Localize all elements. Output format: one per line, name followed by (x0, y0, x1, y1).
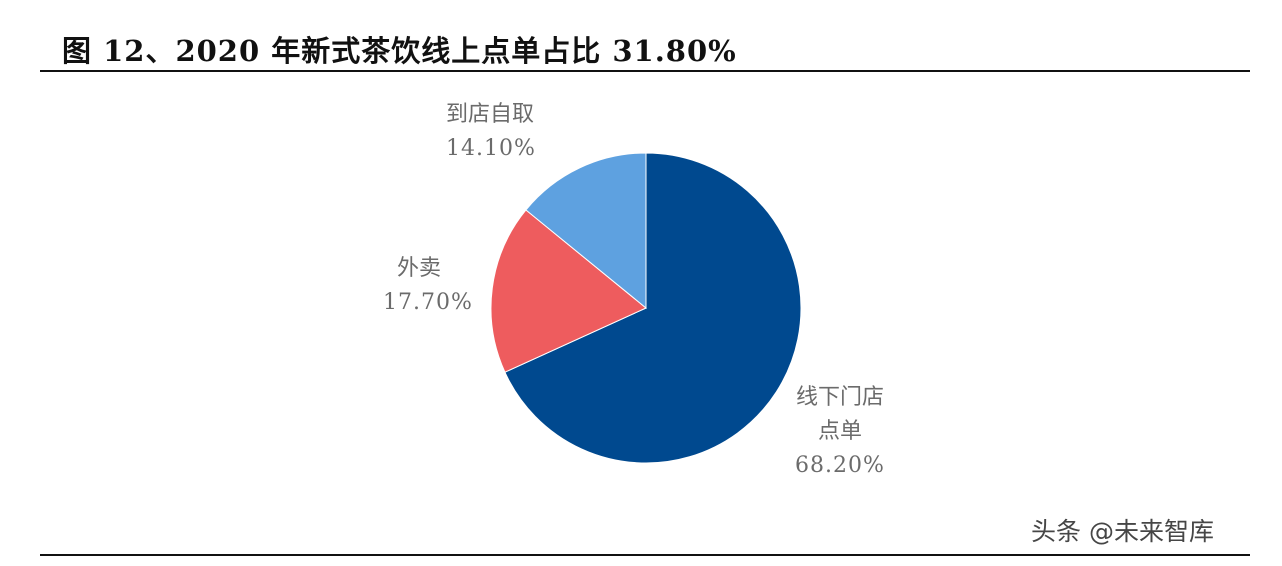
slice-label-delivery-name: 外卖 (397, 256, 442, 281)
slice-label-offline: 线下门店 点单 68.20% (795, 381, 885, 483)
title-rule (40, 70, 1250, 72)
slice-label-offline-name-line2: 点单 (817, 419, 862, 444)
slice-label-offline-value: 68.20% (795, 453, 885, 478)
bottom-rule (40, 554, 1250, 556)
pie-slice-offline (504, 152, 802, 464)
figure-title: 图 12、2020 年新式茶饮线上点单占比 31.80% (62, 34, 737, 68)
slice-label-delivery-value: 17.70% (383, 290, 473, 315)
slice-label-pickup: 到店自取 14.10% (446, 98, 536, 166)
pie-slice-delivery (490, 209, 647, 373)
pie-slice-pickup (525, 152, 647, 310)
watermark-text: 头条 @未来智库 (1031, 517, 1214, 546)
slice-label-delivery: 外卖 17.70% (383, 252, 473, 320)
slice-label-pickup-name: 到店自取 (446, 102, 535, 127)
slice-label-pickup-value: 14.10% (446, 136, 536, 161)
slice-label-offline-name-line1: 线下门店 (795, 385, 884, 410)
